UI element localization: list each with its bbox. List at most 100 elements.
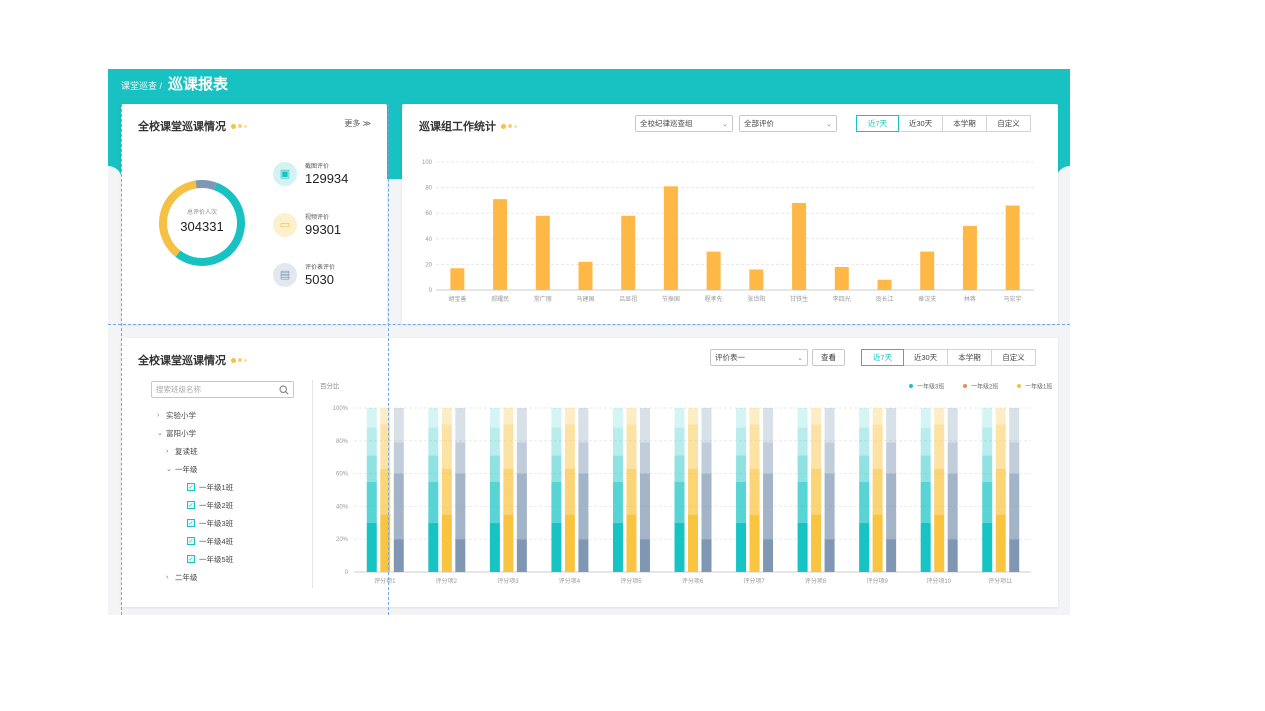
guide-line: [108, 324, 1070, 325]
stack-segment: [393, 539, 404, 572]
overview-title: 全校课堂巡课情况: [138, 118, 247, 134]
stack-segment: [824, 442, 835, 474]
bar-11: [877, 279, 892, 290]
tree-node-8[interactable]: ✓ 一年级4班: [157, 532, 233, 550]
search-icon[interactable]: [279, 384, 289, 395]
range-tab-1[interactable]: 近7天: [861, 349, 904, 366]
range-tab-4[interactable]: 自定义: [986, 115, 1031, 132]
stack-segment: [749, 424, 760, 469]
stack-segment: [489, 408, 500, 428]
group-select[interactable]: 全校纪律巡查组 ⌄: [635, 115, 733, 132]
bar-8: [749, 269, 764, 290]
chevron-down-icon[interactable]: ⌄: [157, 430, 163, 437]
y-axis-title: 百分比: [320, 381, 340, 390]
total-value: 304331: [180, 219, 224, 234]
x-tick-label: 评分项11: [988, 577, 1013, 585]
stack-segment: [1009, 473, 1020, 540]
range-tab-3[interactable]: 本学期: [942, 115, 987, 132]
stat-value: 5030: [305, 272, 334, 287]
chevron-right-icon[interactable]: ›: [157, 411, 160, 419]
range-tab-2[interactable]: 近30天: [903, 349, 948, 366]
tree-node-9[interactable]: ✓ 一年级5班: [157, 550, 233, 568]
range-tab-4[interactable]: 自定义: [991, 349, 1036, 366]
tree-node-5[interactable]: ✓ 一年级1班: [157, 478, 233, 496]
stack-segment: [995, 408, 1006, 425]
stack-segment: [380, 514, 391, 572]
x-tick-label: 评分项3: [497, 577, 519, 585]
view-button[interactable]: 查看: [812, 349, 845, 366]
title-dots-icon: [231, 123, 247, 129]
stack-segment: [639, 442, 650, 474]
total-donut-chart: [159, 180, 245, 266]
stack-segment: [872, 424, 883, 469]
stack-segment: [441, 514, 452, 572]
range-tab-2[interactable]: 近30天: [898, 115, 943, 132]
chevron-down-icon[interactable]: ⌄: [166, 466, 172, 473]
stack-segment: [674, 427, 685, 456]
bar-4: [578, 261, 593, 290]
page-title: 巡课报表: [168, 76, 229, 93]
stack-segment: [674, 455, 685, 482]
stack-segment: [578, 408, 589, 443]
stack-segment: [995, 514, 1006, 572]
tree-node-label: 一年级5班: [199, 554, 234, 564]
form-select-value: 评价表一: [715, 353, 745, 362]
y-tick-label: 100: [422, 160, 433, 166]
x-tick-label: 程孝先: [705, 295, 723, 303]
stack-segment: [920, 522, 931, 572]
legend-label: 一年级1班: [1025, 383, 1052, 391]
detail-title-text: 全校课堂巡课情况: [138, 355, 226, 367]
chevron-right-icon[interactable]: ›: [166, 447, 169, 455]
eval-select[interactable]: 全部评价 ⌄: [739, 115, 837, 132]
tree-node-10[interactable]: › 二年级: [157, 568, 233, 586]
checkbox[interactable]: ✓: [187, 519, 195, 527]
stack-segment: [489, 481, 500, 523]
stack-segment: [749, 408, 760, 425]
bar-6: [663, 186, 678, 290]
stack-segment: [947, 473, 958, 540]
x-tick-label: 贡长江: [875, 295, 893, 303]
stack-segment: [393, 408, 404, 443]
tree-node-2[interactable]: ⌄ 富阳小学: [157, 424, 233, 442]
stack-segment: [763, 473, 774, 540]
stack-segment: [551, 481, 562, 523]
stack-segment: [428, 522, 439, 572]
checkbox[interactable]: ✓: [187, 483, 195, 491]
x-tick-label: 马建国: [576, 295, 594, 303]
stack-segment: [489, 522, 500, 572]
stack-segment: [626, 468, 637, 515]
stack-segment: [1009, 442, 1020, 474]
stack-segment: [612, 522, 623, 572]
range-tab-1[interactable]: 近7天: [856, 115, 899, 132]
form-select[interactable]: 评价表一 ⌄: [710, 349, 808, 366]
class-search-input[interactable]: 搜索班级名称: [151, 381, 294, 398]
stack-segment: [872, 514, 883, 572]
stack-segment: [859, 408, 870, 428]
checkbox[interactable]: ✓: [187, 555, 195, 563]
chevron-right-icon[interactable]: ›: [166, 573, 169, 581]
stack-segment: [859, 427, 870, 456]
breadcrumb-parent[interactable]: 课堂巡查 /: [121, 81, 163, 91]
bar-14: [1005, 205, 1020, 290]
tree-node-6[interactable]: ✓ 一年级2班: [157, 496, 233, 514]
stacked-percent-chart: 百分比 0 20% 40% 60% 80% 100% 评分项1 评分项2 评分项3 评分项4 评分项5…: [320, 381, 1052, 585]
checkbox[interactable]: ✓: [187, 537, 195, 545]
stack-segment: [920, 427, 931, 456]
stack-segment: [564, 424, 575, 469]
more-link[interactable]: 更多 ≫: [344, 119, 371, 128]
checkbox[interactable]: ✓: [187, 501, 195, 509]
tree-node-4[interactable]: ⌄ 一年级: [157, 460, 233, 478]
y-tick-label: 20%: [336, 537, 349, 543]
range-tab-3[interactable]: 本学期: [947, 349, 992, 366]
x-tick-label: 评分项9: [866, 577, 888, 585]
tree-node-7[interactable]: ✓ 一年级3班: [157, 514, 233, 532]
stack-segment: [934, 514, 945, 572]
stack-segment: [920, 455, 931, 482]
stack-segment: [886, 408, 897, 443]
stack-segment: [749, 468, 760, 515]
tree-node-1[interactable]: › 实验小学: [157, 406, 233, 424]
stack-segment: [612, 455, 623, 482]
y-tick-label: 60: [425, 211, 432, 217]
tree-node-3[interactable]: › 复读班: [157, 442, 233, 460]
y-tick-label: 20: [425, 262, 432, 268]
